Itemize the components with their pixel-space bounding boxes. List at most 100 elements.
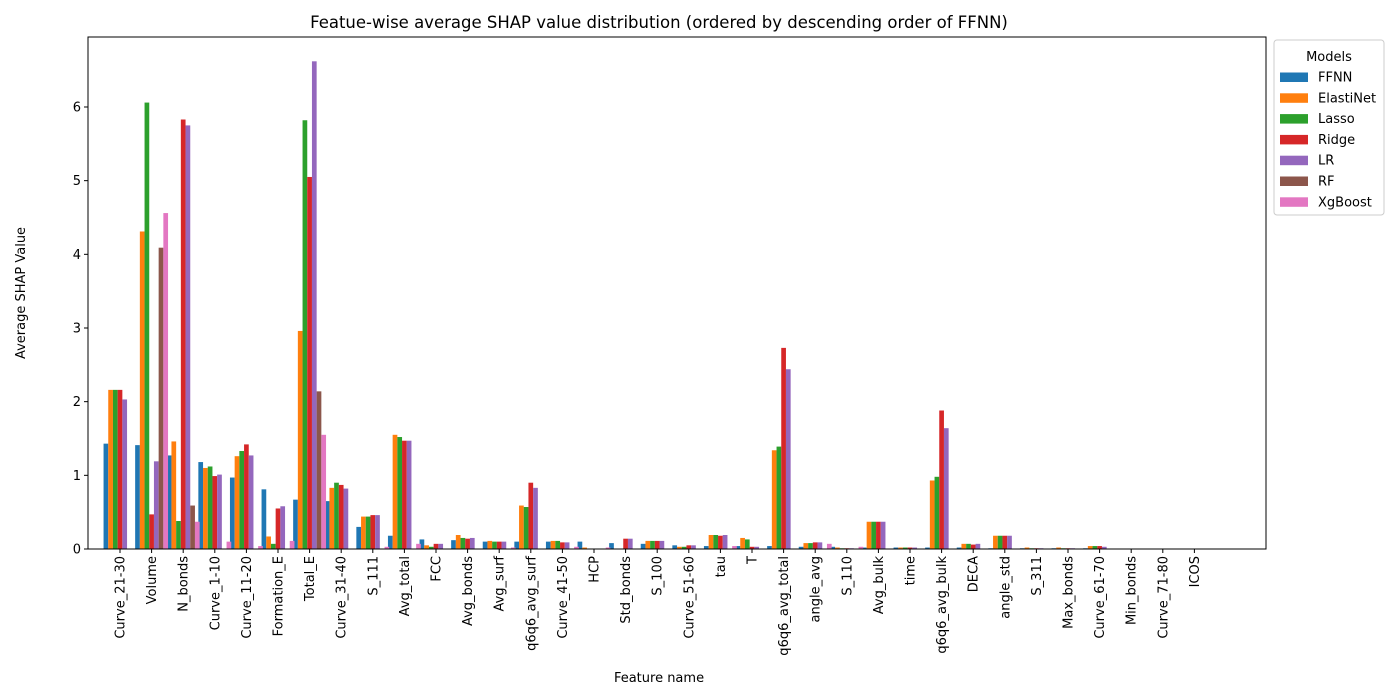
y-tick-label: 0 <box>73 543 81 558</box>
bar-ridge-avg_surf <box>496 541 502 549</box>
x-tick-label: Curve_41-50 <box>556 556 571 639</box>
x-tick-label: Curve_21-30 <box>114 556 129 639</box>
bar-elastinet-q6q6_avg_total <box>771 450 777 549</box>
bar-lasso-q6q6_avg_total <box>776 446 782 549</box>
legend-label-ridge: Ridge <box>1318 133 1355 148</box>
bar-lasso-q6q6_avg_bulk <box>934 476 940 549</box>
bar-elastinet-volume <box>139 231 145 550</box>
bar-ridge-curve_61-70 <box>1097 546 1102 549</box>
bar-lr-curve_31-40 <box>343 488 349 549</box>
bar-ridge-n_bonds <box>180 119 186 549</box>
y-axis: 0 1 2 3 4 5 6 <box>73 100 88 558</box>
bar-lr-s_111 <box>375 515 380 549</box>
bar-lr-total_e <box>311 61 317 550</box>
bar-lasso-n_bonds <box>176 521 181 549</box>
x-axis-label: Feature name <box>614 671 704 686</box>
legend-frame <box>1273 39 1385 216</box>
bar-ridge-curve_31-40 <box>338 484 344 549</box>
bar-ffnn-total_e <box>293 499 298 549</box>
bar-xgboost-tau <box>732 546 737 549</box>
bar-ffnn-avg_bulk <box>861 547 867 549</box>
bar-lasso-deca <box>966 543 971 549</box>
bar-elastinet-avg_bonds <box>455 535 461 549</box>
bar-elastinet-curve_61-70 <box>1087 546 1093 549</box>
x-tick-label: q6q6_avg_total <box>777 556 792 656</box>
bar-lasso-curve_11-20 <box>239 451 245 549</box>
bar-ridge-avg_total <box>402 440 407 549</box>
bar-xgboost-avg_total <box>416 543 421 549</box>
x-tick-label: S_100 <box>651 556 666 596</box>
bar-xgboost-volume <box>163 213 169 549</box>
bar-lr-curve_11-20 <box>248 455 254 549</box>
bar-ffnn-curve_41-50 <box>545 541 551 549</box>
bar-lasso-angle_std <box>997 535 1003 549</box>
bar-elastinet-s_100 <box>645 540 651 549</box>
legend-label-rf: RF <box>1318 175 1335 190</box>
x-tick-label: Curve_51-60 <box>682 556 697 639</box>
bar-ffnn-fcc <box>419 539 425 549</box>
bar-lr-angle_std <box>1007 535 1012 549</box>
legend-label-ffnn: FFNN <box>1318 71 1352 86</box>
x-tick-label: Curve_71-80 <box>1156 556 1171 639</box>
bar-ffnn-curve_1-10 <box>198 462 204 549</box>
bar-lr-curve_41-50 <box>564 542 570 549</box>
bar-ridge-q6q6_avg_bulk <box>939 410 944 549</box>
x-tick-label: Avg_surf <box>493 556 508 612</box>
bar-ffnn-curve_11-20 <box>229 477 235 549</box>
bar-ffnn-std_bonds <box>609 543 614 549</box>
bar-ffnn-q6q6_avg_surf <box>514 541 520 549</box>
bar-rf-n_bonds <box>190 505 195 549</box>
x-tick-label: ICOS <box>1188 556 1203 587</box>
bar-lr-curve_21-30 <box>122 399 128 549</box>
legend-items: FFNN ElastiNet Lasso Ridge LR RF XgBoost <box>1280 71 1376 210</box>
bar-elastinet-total_e <box>297 330 303 549</box>
bar-lasso-tau <box>713 535 719 549</box>
bar-xgboost-curve_1-10 <box>226 541 232 549</box>
x-tick-label: q6q6_avg_surf <box>524 556 539 651</box>
bar-elastinet-curve_11-20 <box>234 456 240 549</box>
bar-xgboost-avg_surf <box>510 547 516 549</box>
x-tick-label: Std_bonds <box>619 556 634 624</box>
legend-label-elastinet: ElastiNet <box>1318 91 1376 106</box>
bar-lr-avg_surf <box>501 541 507 549</box>
x-tick-label: S_311 <box>1030 556 1045 596</box>
bar-ffnn-tau <box>703 546 709 549</box>
bar-lr-t <box>754 546 760 549</box>
bar-elastinet-q6q6_avg_surf <box>519 505 524 549</box>
bar-ridge-s_111 <box>370 515 376 549</box>
x-tick-label: N_bonds <box>177 556 192 612</box>
bar-elastinet-tau <box>708 535 714 549</box>
bar-elastinet-hcp <box>582 547 587 549</box>
bar-lasso-total_e <box>302 120 308 549</box>
x-tick-label: DECA <box>967 556 982 592</box>
bar-lr-q6q6_avg_surf <box>533 487 538 549</box>
bar-lasso-fcc <box>428 546 434 549</box>
x-tick-label: Curve_61-70 <box>1093 556 1108 639</box>
bar-ridge-tau <box>718 535 723 549</box>
bar-xgboost-curve_11-20 <box>258 546 263 549</box>
y-tick-label: 6 <box>73 100 81 115</box>
bar-lasso-curve_51-60 <box>681 546 687 549</box>
bar-lasso-q6q6_avg_surf <box>523 507 529 549</box>
bar-lr-avg_bulk <box>880 521 886 549</box>
legend-swatch-xgboost <box>1280 197 1308 207</box>
x-tick-label: T <box>746 556 761 565</box>
bar-ffnn-angle_avg <box>798 546 804 549</box>
bar-ffnn-q6q6_avg_bulk <box>925 547 930 549</box>
x-tick-label: angle_avg <box>809 556 824 622</box>
bar-lr-time <box>912 547 918 549</box>
bar-elastinet-curve_41-50 <box>550 540 556 549</box>
bar-ridge-total_e <box>307 176 312 549</box>
bar-ffnn-curve_21-30 <box>103 443 109 549</box>
x-tick-label: Curve_31-40 <box>335 556 350 639</box>
bar-lr-n_bonds <box>185 125 191 550</box>
bar-elastinet-time <box>898 547 903 549</box>
bar-lasso-curve_1-10 <box>207 466 213 549</box>
bar-lasso-s_100 <box>650 540 655 549</box>
bar-ridge-angle_avg <box>812 542 818 549</box>
bar-xgboost-angle_avg <box>826 543 832 549</box>
x-tick-label: Avg_bulk <box>872 556 887 615</box>
bar-ridge-angle_std <box>1002 535 1008 549</box>
x-tick-label: S_111 <box>366 556 381 596</box>
